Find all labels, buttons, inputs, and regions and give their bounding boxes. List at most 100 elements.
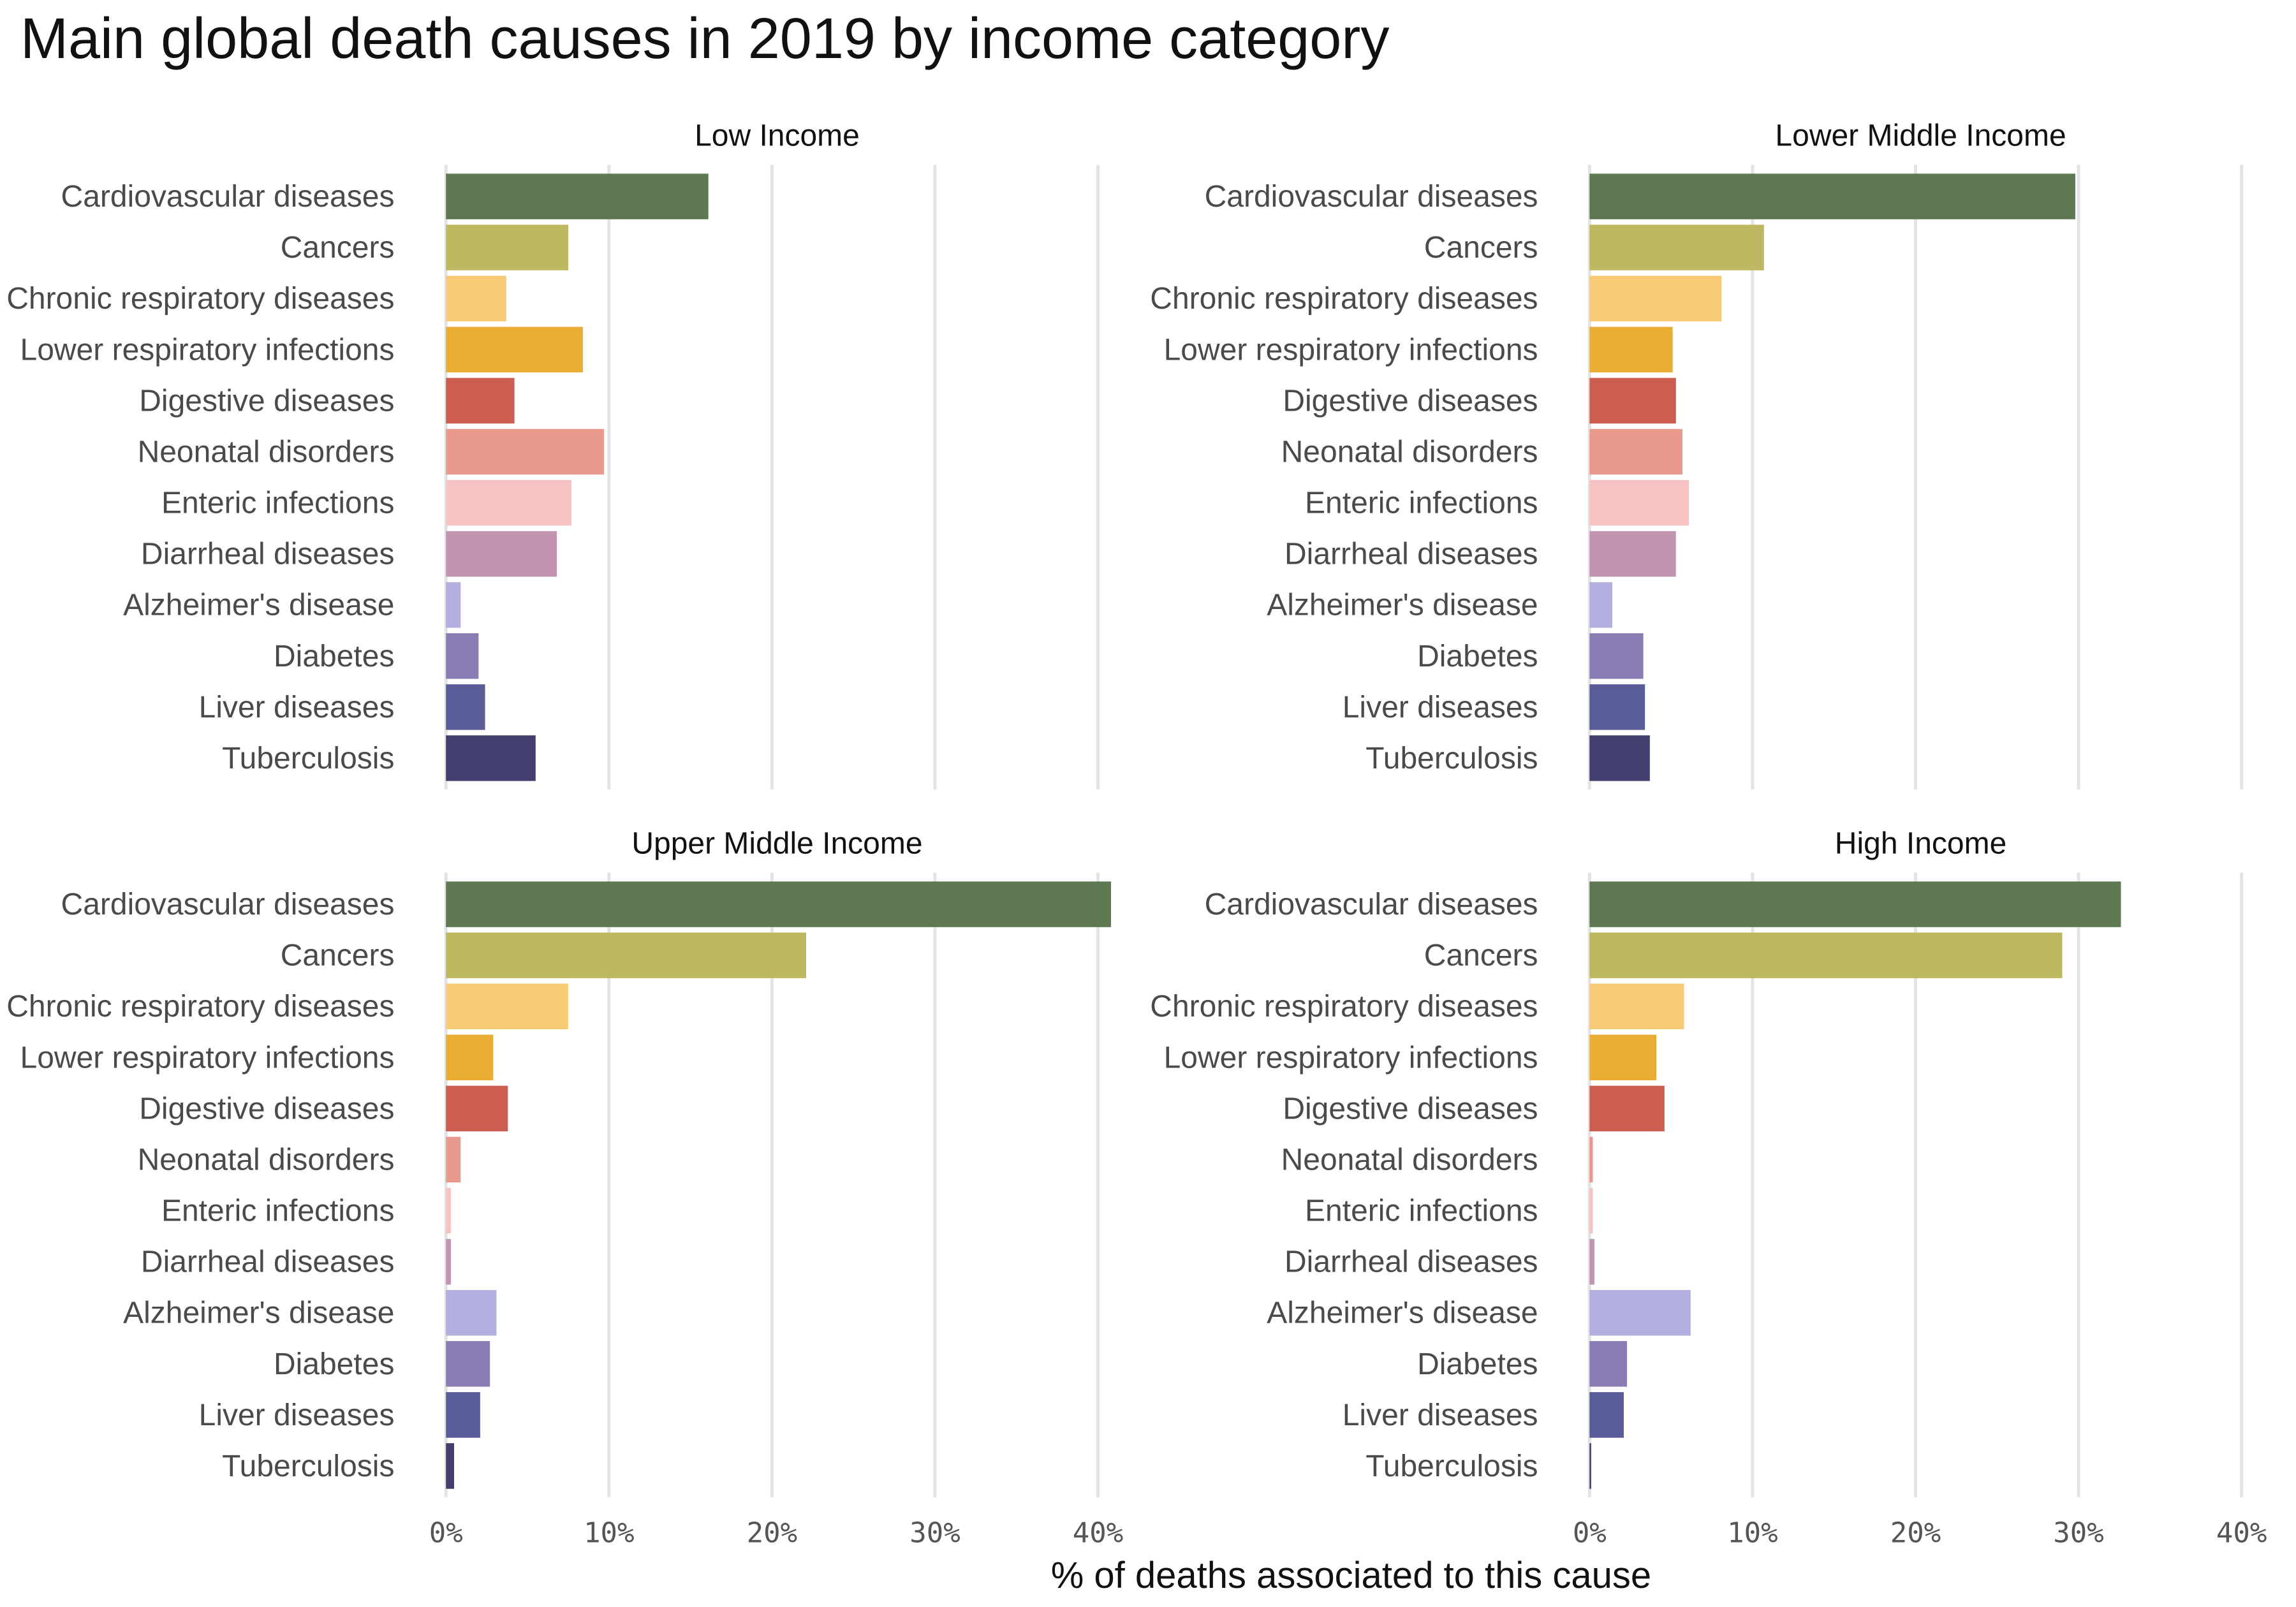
bar — [1589, 932, 2063, 978]
category-label: Alzheimer's disease — [123, 589, 394, 622]
bar — [446, 327, 583, 373]
bar — [446, 932, 807, 978]
bar — [446, 378, 515, 424]
bar — [1589, 1187, 1593, 1234]
category-label: Enteric infections — [1305, 487, 1538, 520]
category-label: Tuberculosis — [1365, 742, 1538, 775]
facet-title: Upper Middle Income — [631, 826, 922, 860]
category-label: Diarrheal diseases — [1284, 538, 1538, 571]
bar — [446, 684, 485, 730]
bar — [446, 582, 461, 628]
category-label: Liver diseases — [199, 691, 395, 724]
category-label: Chronic respiratory diseases — [6, 990, 394, 1024]
category-label: Cancers — [1424, 231, 1538, 265]
bar — [446, 173, 709, 219]
bar — [446, 1136, 461, 1183]
bar — [1589, 684, 1645, 730]
category-label: Diabetes — [274, 1347, 394, 1381]
category-label: Cancers — [281, 939, 395, 972]
facet-title: Low Income — [695, 119, 860, 152]
category-label: Digestive diseases — [1283, 1092, 1538, 1126]
bar — [446, 224, 568, 270]
category-label: Alzheimer's disease — [123, 1296, 394, 1330]
category-label: Diabetes — [1417, 1347, 1538, 1381]
x-tick-label: 30% — [2053, 1516, 2103, 1549]
bar — [1589, 378, 1676, 424]
category-label: Neonatal disorders — [138, 435, 395, 469]
bar — [446, 480, 572, 526]
category-label: Chronic respiratory diseases — [6, 282, 394, 316]
bar — [446, 429, 605, 475]
category-label: Liver diseases — [1343, 1398, 1538, 1432]
category-label: Enteric infections — [161, 1194, 395, 1228]
category-label: Lower respiratory infections — [20, 333, 395, 367]
x-tick-label: 0% — [429, 1516, 463, 1549]
x-tick-label: 20% — [1890, 1516, 1941, 1549]
bar — [446, 735, 536, 781]
facet-title: Lower Middle Income — [1775, 119, 2066, 152]
bar — [1589, 1289, 1691, 1336]
category-label: Diarrheal diseases — [1284, 1245, 1538, 1279]
bar — [446, 1238, 451, 1285]
category-label: Lower respiratory infections — [20, 1041, 395, 1075]
x-tick-label: 20% — [747, 1516, 797, 1549]
category-label: Enteric infections — [161, 487, 395, 520]
bar — [1589, 735, 1650, 781]
category-label: Cardiovascular diseases — [1205, 180, 1538, 214]
category-label: Neonatal disorders — [138, 1143, 395, 1177]
bar — [1589, 1034, 1657, 1081]
bar — [1589, 1238, 1594, 1285]
bar — [1589, 173, 2075, 219]
category-label: Cancers — [281, 231, 395, 265]
bar — [1589, 881, 2121, 927]
x-tick-label: 30% — [909, 1516, 960, 1549]
bar — [446, 275, 506, 321]
category-label: Cardiovascular diseases — [61, 888, 395, 921]
category-label: Tuberculosis — [1365, 1449, 1538, 1483]
bar — [446, 983, 568, 1029]
x-tick-label: 10% — [1727, 1516, 1777, 1549]
bar — [446, 531, 557, 577]
category-label: Digestive diseases — [139, 384, 394, 418]
category-label: Alzheimer's disease — [1267, 589, 1538, 622]
category-label: Diarrheal diseases — [141, 538, 395, 571]
category-label: Lower respiratory infections — [1164, 1041, 1538, 1075]
category-label: Lower respiratory infections — [1164, 333, 1538, 367]
bar — [1589, 275, 1722, 321]
bar — [446, 1187, 451, 1234]
category-label: Cardiovascular diseases — [1205, 888, 1538, 921]
bar — [1589, 327, 1673, 373]
x-tick-label: 40% — [1073, 1516, 1123, 1549]
category-label: Chronic respiratory diseases — [1150, 282, 1538, 316]
category-label: Digestive diseases — [1283, 384, 1538, 418]
bar — [1589, 429, 1682, 475]
x-axis-title: % of deaths associated to this cause — [1051, 1555, 1651, 1596]
bar — [446, 1392, 480, 1438]
bar — [1589, 480, 1689, 526]
bar — [1589, 582, 1613, 628]
category-label: Diabetes — [274, 640, 394, 673]
bar — [1589, 224, 1764, 270]
bar — [1589, 1085, 1665, 1132]
chart-title: Main global death causes in 2019 by inco… — [20, 7, 1390, 71]
x-tick-label: 10% — [584, 1516, 634, 1549]
x-tick-label: 0% — [1573, 1516, 1607, 1549]
bar — [1589, 633, 1644, 679]
category-label: Tuberculosis — [222, 742, 394, 775]
bar — [1589, 1136, 1593, 1183]
category-label: Cancers — [1424, 939, 1538, 972]
category-label: Neonatal disorders — [1281, 1143, 1538, 1177]
bar — [446, 1341, 490, 1387]
category-label: Neonatal disorders — [1281, 435, 1538, 469]
bar — [446, 1034, 494, 1081]
bar — [1589, 531, 1676, 577]
bar — [446, 1085, 508, 1132]
bar — [446, 633, 479, 679]
bar — [1589, 983, 1684, 1029]
category-label: Diarrheal diseases — [141, 1245, 395, 1279]
category-label: Cardiovascular diseases — [61, 180, 395, 214]
category-label: Alzheimer's disease — [1267, 1296, 1538, 1330]
category-label: Tuberculosis — [222, 1449, 394, 1483]
